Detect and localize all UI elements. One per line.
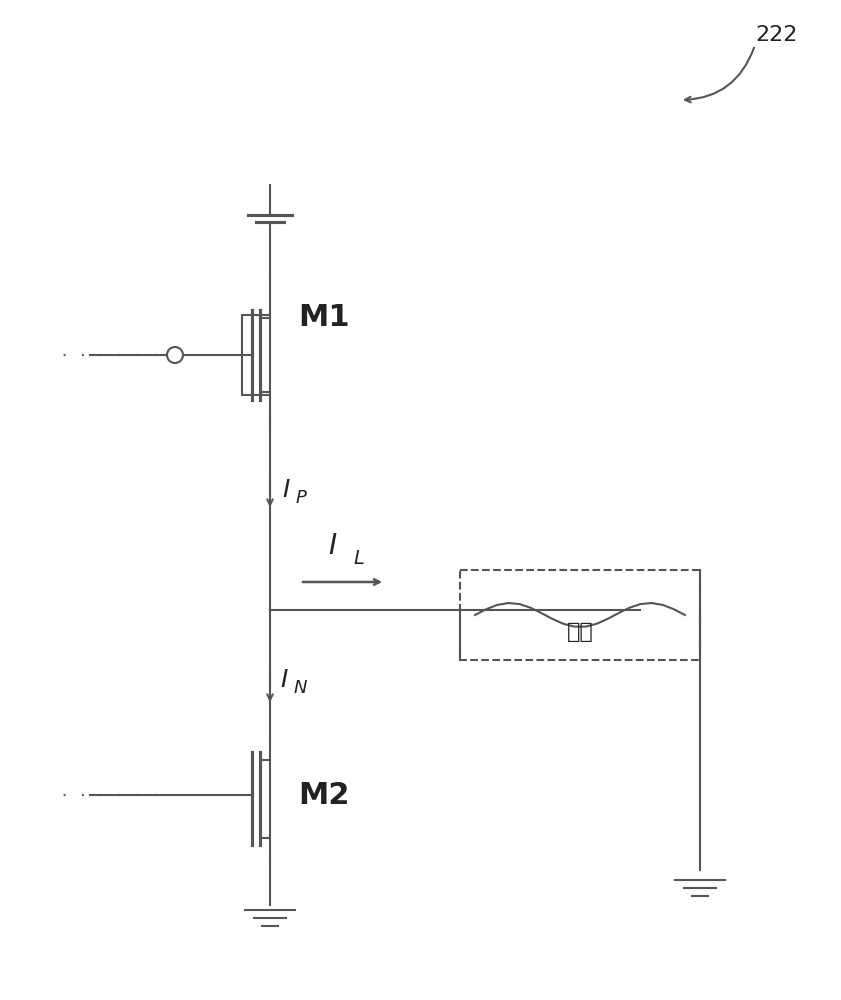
Text: P: P bbox=[296, 489, 307, 507]
Text: L: L bbox=[353, 549, 364, 568]
Text: I: I bbox=[329, 532, 336, 560]
Text: M2: M2 bbox=[298, 780, 350, 810]
Text: N: N bbox=[294, 679, 308, 697]
Text: 222: 222 bbox=[755, 25, 797, 45]
Text: I: I bbox=[280, 668, 288, 692]
Text: · · · · · ·: · · · · · · bbox=[60, 788, 161, 802]
Text: M1: M1 bbox=[298, 304, 350, 332]
Text: 负载: 负载 bbox=[567, 622, 594, 642]
Text: I: I bbox=[282, 478, 289, 502]
Text: · · · · · ·: · · · · · · bbox=[60, 348, 161, 362]
